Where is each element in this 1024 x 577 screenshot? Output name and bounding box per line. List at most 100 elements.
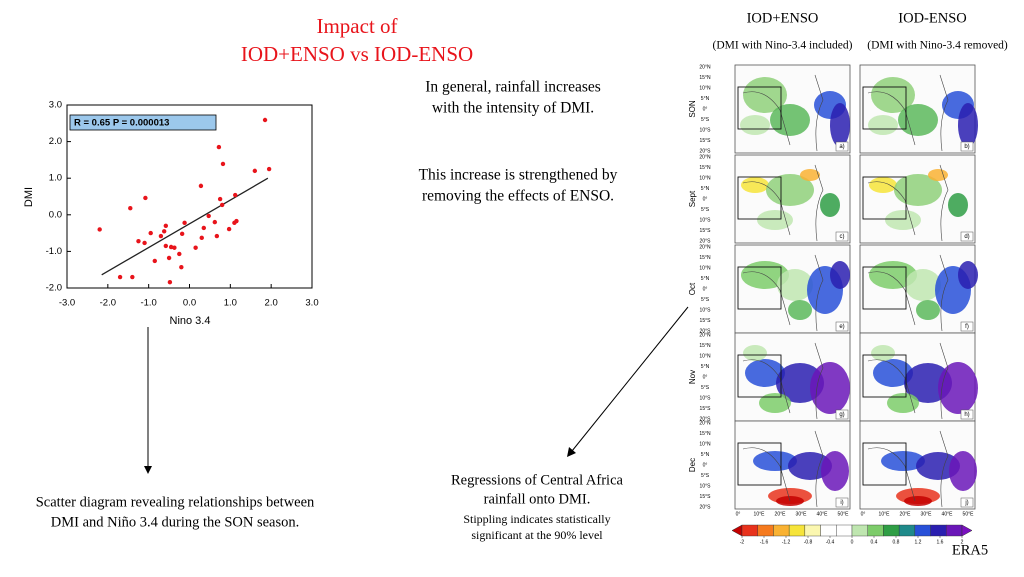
point [216,144,222,150]
label-box [835,497,849,508]
rain-field [871,345,895,361]
lat-label: 15°N [699,255,711,261]
x-axis-label: Nino 3.4 [170,315,211,327]
rain-field [885,210,921,230]
lon-label: 40°E [817,511,829,517]
rain-field [949,451,977,491]
lat-label: 5°S [701,385,710,391]
point [128,206,133,211]
lat-label: 15°N [699,75,711,81]
plot-frame [66,104,313,289]
lat-label: 20°S [700,504,712,510]
rain-field [830,261,850,289]
lat-label: 10°S [700,395,712,401]
lat-label: 5°S [701,207,710,213]
row-label: Sept [688,190,697,207]
y-tick-label: 3.0 [49,100,62,111]
x-tick-label: -2.0 [100,298,116,309]
colorbar-label: -0.8 [804,539,813,545]
colorbar-segment [757,524,774,537]
point [219,202,225,208]
x-tick-label: 2.0 [265,298,278,309]
point [206,213,211,219]
label-box [960,409,974,420]
point [136,238,141,244]
lon-label: 10°E [754,511,766,517]
study-box [737,442,782,486]
lat-label: 10°N [699,175,711,181]
colorbar-segment [820,524,837,537]
point [166,255,172,261]
coastline [867,430,949,508]
caption: Scatter diagram revealing relationships … [36,494,315,510]
point [163,243,169,249]
colorbar-segment [898,524,916,537]
panel-label: f) [965,324,969,330]
point [130,274,135,280]
colorbar-label: 2 [961,539,964,545]
lat-label: 15°S [700,138,712,144]
colorbar-segment [867,524,884,537]
rain-field [743,345,767,361]
rain-field [905,269,941,301]
rain-field [830,103,850,147]
point [177,251,182,257]
lon-label: 30°E [796,511,808,517]
note-small: significant at the 90% level [471,528,603,542]
lat-label: 20°N [699,420,711,426]
point [220,161,226,167]
study-box [862,354,907,398]
lat-label: 15°S [700,228,712,234]
annotation-box [69,114,217,131]
row-label: SON [688,100,697,118]
panel-label: d) [964,234,969,240]
lon-label: 20°E [775,511,787,517]
colorbar-segment [930,524,947,537]
rain-field [869,261,917,289]
rain-field [928,169,948,181]
point [179,264,184,270]
coastline [867,342,949,420]
column-title: IOD-ENSO [898,10,966,26]
note-small: Stippling indicates statistically [463,512,610,526]
point [214,233,220,239]
point [161,229,167,234]
colorbar-segment [851,524,868,537]
note: This increase is strengthened by [419,167,618,184]
lat-label: 10°S [700,127,712,133]
rain-field [938,362,978,414]
x-tick-label: 1.0 [224,298,237,309]
panel-label: g) [839,412,844,418]
caption: DMI and Niño 3.4 during the SON season. [51,514,300,530]
point [97,227,102,232]
rain-field [958,261,978,289]
coastline [867,74,949,152]
point [266,166,272,172]
lat-label: 0° [703,286,708,292]
study-box [737,176,782,220]
coastline [742,430,824,508]
panel-label: c) [840,234,845,240]
lat-label: 20°N [699,244,711,250]
rain-field [821,451,849,491]
colorbar-segment [946,524,963,537]
lat-label: 10°N [699,353,711,359]
study-box [737,86,782,130]
colorbar-segment [788,524,806,537]
rain-field [741,177,769,193]
point [234,218,239,224]
colorbar-label: 0.4 [871,539,878,545]
colorbar-label: -1.2 [782,539,791,545]
coastline [867,164,949,242]
panel-label: e) [839,324,844,330]
colorbar-segment [883,524,900,537]
rain-field [800,169,820,181]
lon-label: 50°E [963,511,975,517]
y-tick-label: 1.0 [49,173,62,184]
note: rainfall onto DMI. [484,491,591,507]
y-axis-label: DMI [23,187,35,207]
panel-label: b) [964,144,969,150]
lat-label: 15°S [700,494,712,500]
point [262,117,268,123]
